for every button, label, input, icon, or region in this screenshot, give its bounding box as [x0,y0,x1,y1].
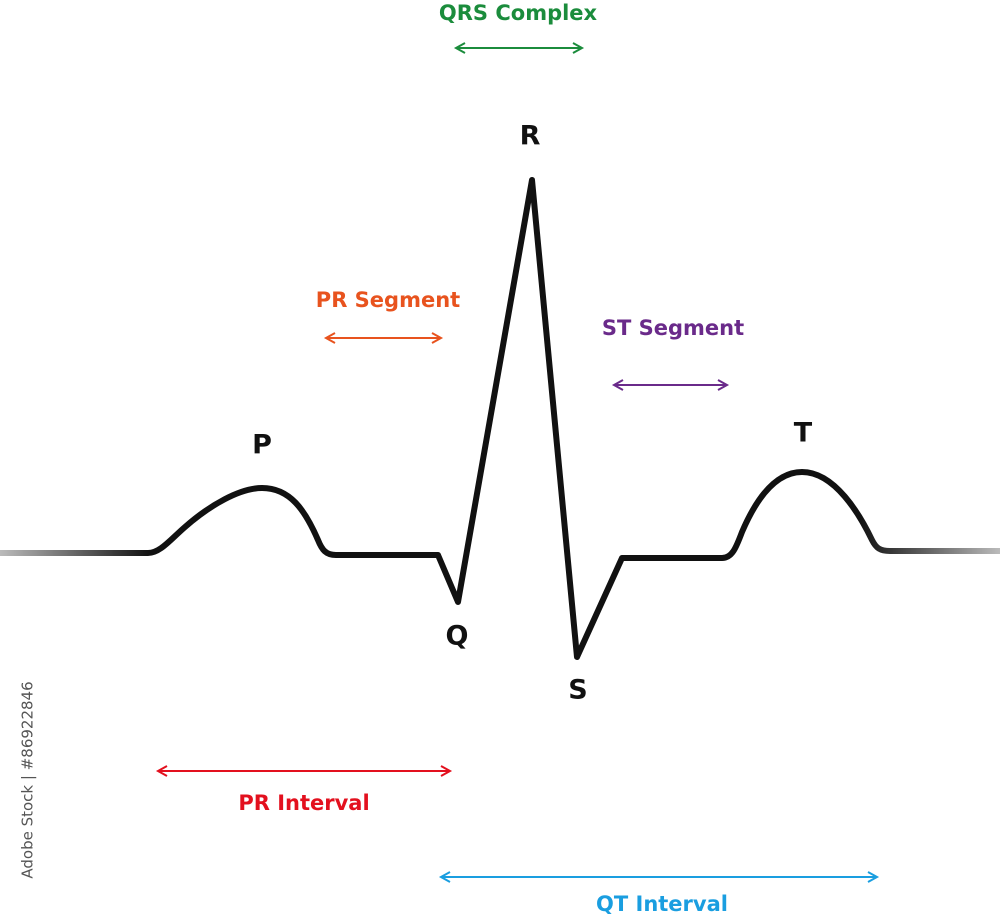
arrow-head [453,42,466,54]
arrow-head [438,871,451,883]
interval-label: QT Interval [596,892,728,916]
arrow-head [323,332,336,344]
interval-label: PR Interval [238,791,369,815]
ecg-trace [0,177,1000,660]
arrow-head [867,871,880,883]
wave-label: Q [446,621,469,652]
wave-label: P [252,430,272,461]
arrow-head [155,765,168,777]
arrow-head [572,42,585,54]
interval-label: ST Segment [602,316,744,340]
wave-label: R [520,121,541,152]
wave-label: T [794,418,813,449]
arrow-head [611,379,624,391]
arrow-head [440,765,453,777]
watermark: Adobe Stock | #86922846 [19,681,37,878]
interval-label: QRS Complex [439,1,598,25]
arrow-head [431,332,444,344]
arrow-head [717,379,730,391]
interval-label: PR Segment [316,288,460,312]
wave-label: S [568,675,587,706]
